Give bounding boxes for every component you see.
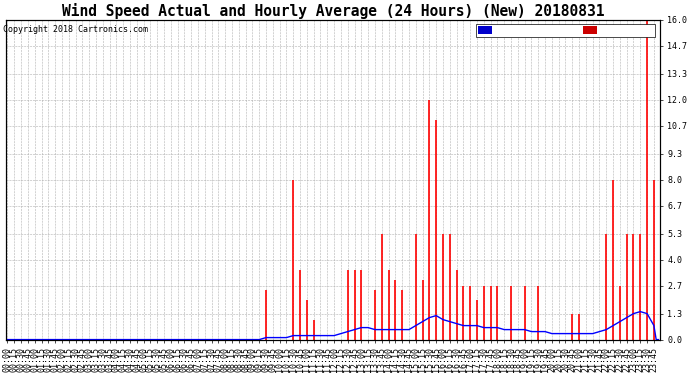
Legend: Hourly Avg (mph), Wind (mph): Hourly Avg (mph), Wind (mph) xyxy=(477,24,655,37)
Title: Wind Speed Actual and Hourly Average (24 Hours) (New) 20180831: Wind Speed Actual and Hourly Average (24… xyxy=(61,3,604,19)
Text: Copyright 2018 Cartronics.com: Copyright 2018 Cartronics.com xyxy=(3,25,148,34)
